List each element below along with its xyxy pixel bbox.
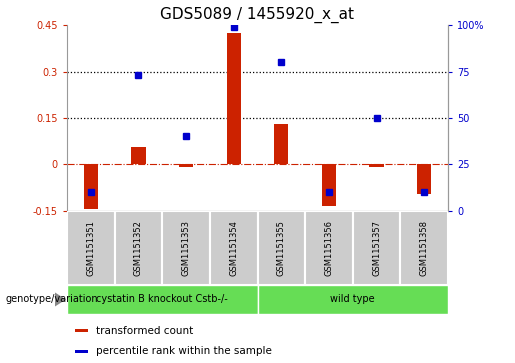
Text: GSM1151352: GSM1151352	[134, 220, 143, 276]
Bar	[75, 350, 88, 353]
Bar	[353, 211, 401, 285]
Text: percentile rank within the sample: percentile rank within the sample	[96, 346, 272, 356]
Bar	[114, 211, 162, 285]
Bar	[274, 124, 288, 164]
Bar	[369, 164, 384, 167]
Bar	[83, 164, 98, 209]
Text: cystatin B knockout Cstb-/-: cystatin B knockout Cstb-/-	[96, 294, 228, 305]
Bar	[322, 164, 336, 206]
Bar	[305, 211, 353, 285]
Bar	[401, 211, 448, 285]
Text: wild type: wild type	[331, 294, 375, 305]
Text: GSM1151353: GSM1151353	[182, 220, 191, 276]
Bar	[67, 211, 115, 285]
Bar	[258, 211, 305, 285]
Text: GSM1151356: GSM1151356	[324, 220, 333, 276]
Text: GSM1151358: GSM1151358	[420, 220, 428, 276]
Text: GSM1151357: GSM1151357	[372, 220, 381, 276]
Bar	[179, 164, 193, 167]
Text: GSM1151351: GSM1151351	[87, 220, 95, 276]
Bar	[67, 285, 258, 314]
Text: transformed count: transformed count	[96, 326, 193, 336]
Bar	[417, 164, 432, 193]
Bar	[162, 211, 210, 285]
Bar	[210, 211, 258, 285]
Text: GSM1151355: GSM1151355	[277, 220, 286, 276]
Bar	[227, 33, 241, 164]
Bar	[75, 329, 88, 333]
Text: genotype/variation: genotype/variation	[5, 294, 98, 305]
Bar	[258, 285, 448, 314]
Title: GDS5089 / 1455920_x_at: GDS5089 / 1455920_x_at	[161, 7, 354, 23]
Text: GSM1151354: GSM1151354	[229, 220, 238, 276]
Bar	[131, 147, 146, 164]
Polygon shape	[55, 292, 66, 307]
